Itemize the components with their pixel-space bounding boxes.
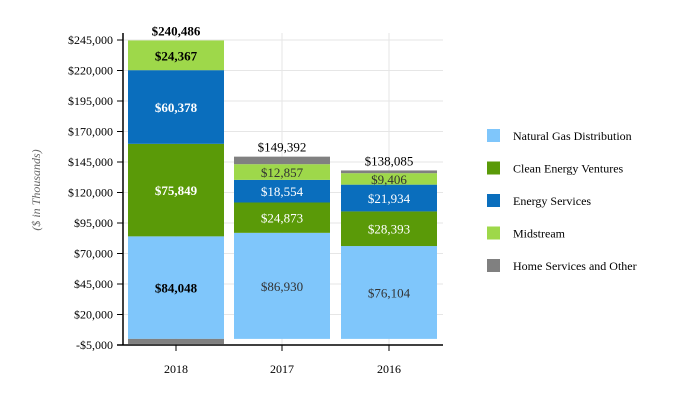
y-tick-label: $70,000 <box>74 247 113 261</box>
y-tick-label: $245,000 <box>68 33 113 47</box>
legend-swatch <box>487 194 500 207</box>
bar-segment <box>341 211 437 247</box>
data-label: $86,930 <box>261 279 303 294</box>
y-axis-label: ($ in Thousands) <box>29 149 43 230</box>
total-label: $149,392 <box>258 140 307 155</box>
y-tick-label: $170,000 <box>68 125 113 139</box>
bar-segment <box>341 173 437 185</box>
bar-segment <box>341 170 437 174</box>
bar-segment <box>234 179 330 203</box>
bar-segment <box>128 70 224 144</box>
bar-segment <box>128 338 224 344</box>
y-tick-label: $220,000 <box>68 64 113 78</box>
bar-segment <box>234 202 330 233</box>
legend-swatch <box>487 259 500 272</box>
legend-swatch <box>487 161 500 175</box>
y-tick-label: $45,000 <box>74 277 113 291</box>
data-label: $28,393 <box>368 222 410 237</box>
x-tick-label: 2016 <box>377 362 401 376</box>
data-label: $24,873 <box>261 211 303 226</box>
y-tick-label: $195,000 <box>68 94 113 108</box>
bar-segment <box>234 232 330 339</box>
bar-segment <box>234 156 330 165</box>
legend-label: Home Services and Other <box>513 259 637 273</box>
legend-label: Energy Services <box>513 194 591 208</box>
legend: Natural Gas Distribution Clean Energy Ven… <box>487 129 637 273</box>
data-label: $9,406 <box>371 172 407 187</box>
y-tick-label: $95,000 <box>74 216 113 230</box>
y-tick-label: $145,000 <box>68 155 113 169</box>
legend-swatch <box>487 226 500 240</box>
bar-segment <box>128 236 224 339</box>
legend-label: Midstream <box>513 227 566 241</box>
bars: $84,048 $75,849 $60,378 $24,367 $240,486 $86,… <box>128 23 437 344</box>
data-label: $76,104 <box>368 285 411 300</box>
bar-segment <box>341 184 437 212</box>
data-label: $75,849 <box>155 183 198 198</box>
data-label: $12,857 <box>261 165 304 180</box>
legend-label: Natural Gas Distribution <box>513 129 632 143</box>
legend-swatch <box>487 129 500 142</box>
legend-label: Clean Energy Ventures <box>513 162 624 176</box>
y-tick-label: -$5,000 <box>76 338 113 352</box>
data-label: $60,378 <box>155 100 198 115</box>
bar-segment <box>341 246 437 339</box>
data-label: $84,048 <box>155 281 198 296</box>
x-tick-label: 2017 <box>270 362 294 376</box>
data-label: $21,934 <box>368 191 411 206</box>
y-tick-label: $120,000 <box>68 186 113 200</box>
y-tick-label: $20,000 <box>74 308 113 322</box>
data-label: $18,554 <box>261 184 304 199</box>
axes: -$5,000 $20,000 $45,000 $70,000 $95,000 $120,… <box>68 33 443 376</box>
data-label: $24,367 <box>155 48 198 63</box>
bar-segment <box>128 143 224 237</box>
x-tick-label: 2018 <box>164 362 188 376</box>
total-label: $138,085 <box>365 153 414 168</box>
total-label: $240,486 <box>152 23 201 38</box>
bar-segment <box>128 40 224 71</box>
bar-segment <box>234 164 330 180</box>
